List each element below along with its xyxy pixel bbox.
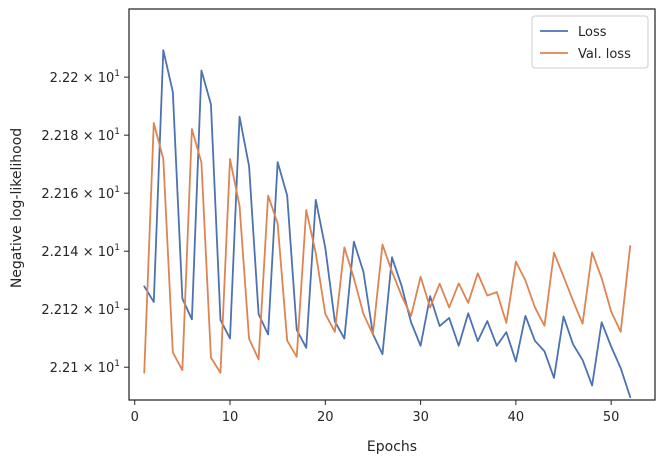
series-line-loss (143, 49, 632, 399)
x-tick-label: 30 (412, 410, 429, 425)
y-axis: 2.21 × 101 2.212 × 101 2.214 × 101 2.216 × … (41, 69, 129, 376)
x-tick-label: 20 (317, 410, 334, 425)
plot-area (129, 9, 655, 400)
x-tick-label: 10 (222, 410, 239, 425)
legend-label-val-loss: Val. loss (578, 47, 631, 62)
series-layer (143, 49, 632, 399)
x-axis: 0 10 20 30 40 50 (131, 400, 620, 425)
x-tick-label: 50 (603, 410, 620, 425)
y-tick-label: 2.218 × 101 (41, 127, 120, 144)
x-tick-label: 0 (131, 410, 139, 425)
y-tick-label: 2.22 × 101 (50, 69, 120, 86)
x-tick-label: 40 (508, 410, 525, 425)
y-tick-label: 2.214 × 101 (41, 243, 120, 260)
y-tick-label: 2.212 × 101 (41, 301, 120, 318)
legend: Loss Val. loss (531, 15, 649, 69)
series-line-val-loss (143, 122, 632, 374)
plot-frame (128, 8, 656, 401)
legend-box (531, 15, 649, 69)
y-tick-label: 2.21 × 101 (50, 359, 120, 376)
legend-label-loss: Loss (578, 25, 607, 40)
x-axis-label: Epochs (367, 439, 417, 455)
y-tick-label: 2.216 × 101 (41, 185, 120, 202)
y-axis-label: Negative log-likelihood (9, 128, 25, 288)
